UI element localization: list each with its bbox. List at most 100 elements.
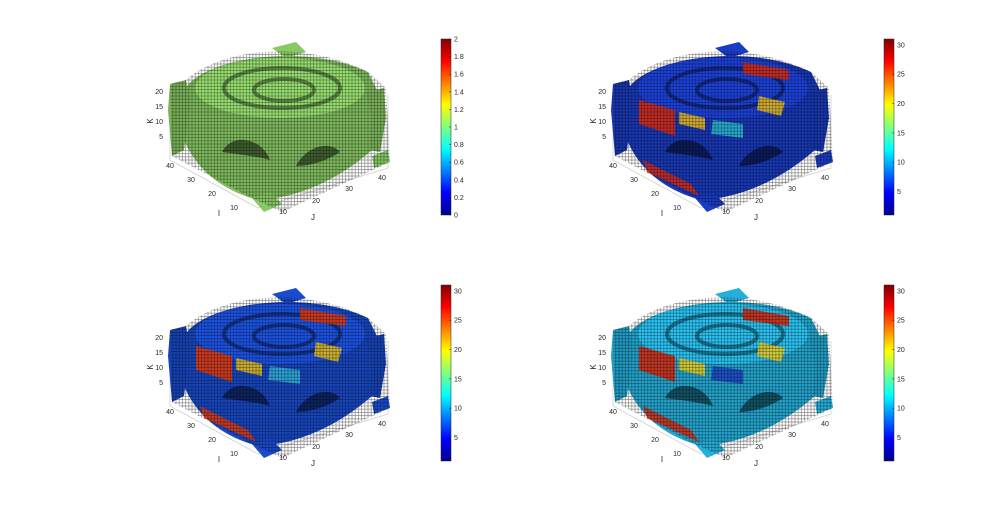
j-tick-label: 20	[312, 444, 320, 451]
i-tick-label: 20	[208, 191, 216, 198]
k-tick-label: 10	[155, 365, 163, 372]
colorbar-tick-label: 30	[897, 42, 905, 49]
i-axis-label: I	[661, 209, 663, 218]
i-tick-label: 10	[230, 205, 238, 212]
colorbar-tick-label: 25	[897, 72, 905, 79]
i-tick-label: 10	[230, 451, 238, 458]
i-tick-label: 40	[166, 163, 174, 170]
i-axis-label: I	[218, 455, 220, 464]
colorbar-tick-label: 1.6	[454, 72, 464, 79]
i-tick-label: 40	[609, 163, 617, 170]
j-tick-label: 30	[345, 186, 353, 193]
k-tick-label: 5	[602, 380, 606, 387]
colorbar-tick-label: 10	[897, 406, 905, 413]
j-tick-label: 10	[722, 209, 730, 216]
colorbar-tick-label: 0.6	[454, 160, 464, 167]
k-tick-label: 20	[598, 89, 606, 96]
voxel-grid	[170, 297, 390, 458]
colorbar-tick-label: 25	[454, 318, 462, 325]
colorbar-tick-label: 30	[454, 288, 462, 295]
j-tick-label: 30	[345, 432, 353, 439]
k-tick-label: 5	[159, 380, 163, 387]
k-axis-label: K	[146, 364, 155, 370]
j-axis-label: J	[311, 459, 315, 468]
i-tick-label: 30	[187, 177, 195, 184]
colorbar: 5 10 15 20 25 30	[883, 284, 905, 462]
colorbar-tick-label: 15	[897, 130, 905, 137]
colorbar-tick-label: 25	[897, 318, 905, 325]
colorbar: 5 10 15 20 25 30	[440, 284, 462, 462]
colorbar-tick-label: 0.8	[454, 142, 464, 149]
colorbar-gradient	[883, 284, 895, 462]
j-tick-label: 10	[279, 455, 287, 462]
j-axis-label: J	[754, 213, 758, 222]
k-axis-label: K	[589, 364, 598, 370]
voxel-body	[611, 42, 833, 212]
k-tick-label: 20	[155, 89, 163, 96]
i-tick-label: 40	[166, 409, 174, 416]
colorbar-tick-label: 30	[897, 288, 905, 295]
i-tick-label: 10	[673, 451, 681, 458]
colorbar-tick-label: 0.2	[454, 195, 464, 202]
i-tick-label: 10	[673, 205, 681, 212]
j-tick-label: 10	[722, 455, 730, 462]
voxel-body	[168, 288, 390, 458]
j-tick-label: 40	[378, 175, 386, 182]
j-tick-label: 40	[821, 175, 829, 182]
j-tick-label: 20	[755, 198, 763, 205]
k-tick-label: 5	[602, 134, 606, 141]
j-tick-label: 20	[312, 198, 320, 205]
voxel-body	[168, 42, 390, 212]
k-tick-label: 20	[155, 335, 163, 342]
k-axis-label: K	[589, 118, 598, 124]
colorbar-tick-label: 20	[454, 347, 462, 354]
j-axis-label: J	[754, 459, 758, 468]
i-axis-label: I	[218, 209, 220, 218]
voxel-body	[611, 288, 833, 458]
voxel-grid	[170, 51, 390, 212]
colorbar: 5 10 15 20 25 30	[883, 38, 905, 216]
k-axis-label: K	[146, 118, 155, 124]
colorbar-gradient	[883, 38, 895, 216]
k-tick-label: 10	[598, 119, 606, 126]
i-tick-label: 20	[208, 437, 216, 444]
j-tick-label: 20	[755, 444, 763, 451]
i-tick-label: 40	[609, 409, 617, 416]
i-axis-label: I	[661, 455, 663, 464]
j-axis-label: J	[311, 213, 315, 222]
i-tick-label: 20	[651, 191, 659, 198]
j-tick-label: 30	[788, 186, 796, 193]
colorbar-tick-label: 10	[454, 406, 462, 413]
colorbar-tick-label: 15	[454, 376, 462, 383]
colorbar-tick-label: 5	[897, 435, 901, 442]
k-tick-label: 15	[598, 104, 606, 111]
j-tick-label: 10	[279, 209, 287, 216]
voxel-grid	[613, 51, 833, 212]
colorbar-tick-label: 1	[454, 125, 458, 132]
k-tick-label: 20	[598, 335, 606, 342]
j-tick-label: 40	[821, 421, 829, 428]
k-tick-label: 15	[155, 104, 163, 111]
k-tick-label: 10	[598, 365, 606, 372]
colorbar-tick-label: 1.4	[454, 89, 464, 96]
colorbar-tick-label: 0.4	[454, 177, 464, 184]
colorbar: 0 0.2 0.4 0.6 0.8 1 1.2 1.4 1.6 1.8 2	[440, 37, 464, 220]
i-tick-label: 30	[630, 423, 638, 430]
colorbar-tick-label: 1.8	[454, 54, 464, 61]
i-tick-label: 30	[187, 423, 195, 430]
colorbar-tick-label: 0	[454, 213, 458, 220]
i-tick-label: 30	[630, 177, 638, 184]
colorbar-tick-label: 20	[897, 347, 905, 354]
j-tick-label: 40	[378, 421, 386, 428]
k-tick-label: 5	[159, 134, 163, 141]
i-tick-label: 20	[651, 437, 659, 444]
colorbar-tick-label: 20	[897, 101, 905, 108]
colorbar-tick-label: 5	[897, 189, 901, 196]
colorbar-tick-label: 2	[454, 37, 458, 44]
colorbar-gradient	[440, 284, 452, 462]
